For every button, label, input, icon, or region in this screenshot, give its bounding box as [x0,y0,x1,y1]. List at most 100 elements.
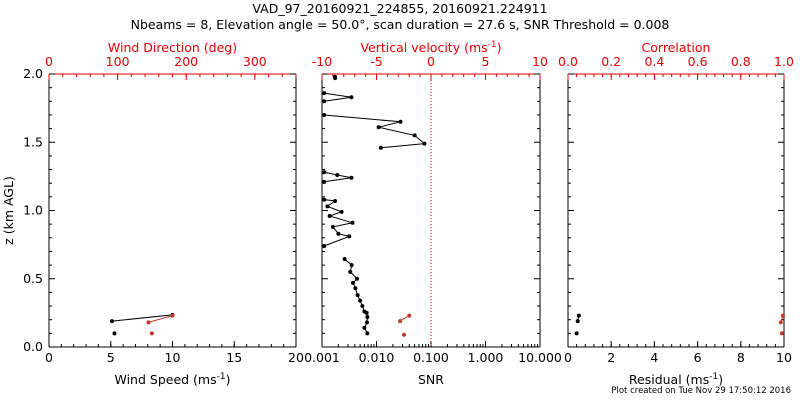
plot-created-footnote: Plot created on Tue Nov 29 17:50:12 2016 [611,386,791,396]
correlation-point [780,313,785,318]
snr-point [364,310,369,315]
snr-point [342,256,347,261]
vertical-velocity-point [333,76,338,81]
velocity-snr-panel-top-tick-label: 5 [482,54,490,69]
correlation-panel-x-tick-label: 2 [607,350,615,365]
vertical-velocity-point [322,197,327,202]
wind-direction-point [149,331,154,336]
snr-point [349,263,354,268]
wind-speed-line [111,314,173,322]
wind-panel-y-tick-label: 2.0 [23,66,43,81]
vertical-velocity-point [336,231,341,236]
vertical-velocity-point [322,112,327,117]
vertical-velocity-line [324,114,426,149]
residual-point [576,313,581,318]
figure-subtitle: Nbeams = 8, Elevation angle = 50.0°, sca… [130,17,670,32]
velocity-snr-panel-top-tick-label: 10 [532,54,548,69]
correlation-point [779,331,784,336]
correlation-panel-x-label: Residual (ms-1) [629,372,723,387]
vertical-velocity-point [422,141,427,146]
velocity-snr-panel-top-tick-label: 0 [427,54,435,69]
snr-point [360,304,365,309]
snr-point [365,314,370,319]
snr-point [365,331,370,336]
vertical-velocity-point [325,204,330,209]
vertical-velocity-line [324,92,352,102]
wind-panel-top-tick-label: 200 [174,54,198,69]
velocity-snr-panel-top-tick-label: -5 [370,54,382,69]
correlation-panel-x-tick-label: 6 [694,350,702,365]
wind-panel-top-tick-label: 0 [45,54,53,69]
snr-point [350,280,355,285]
vertical-velocity-point [333,198,338,203]
wind-panel-x-label: Wind Speed (ms-1) [115,372,231,387]
vertical-velocity-line [324,171,352,183]
wind-panel-top-label: Wind Direction (deg) [108,40,237,55]
vertical-velocity-point [339,209,344,214]
y-axis-label: z (km AGL) [1,176,16,245]
correlation-panel-top-tick-label: 0.0 [558,54,578,69]
vertical-velocity-point [327,213,332,218]
wind-panel-x-tick-label: 10 [165,350,181,365]
correlation-panel-x-tick-label: 10 [776,350,792,365]
velocity-snr-panel-x-tick-label: 0.001 [304,350,340,365]
vertical-velocity-point [322,179,327,184]
vertical-velocity-point [349,95,354,100]
correlation-panel-top-tick-label: 0.8 [731,54,751,69]
snr-point [355,276,360,281]
snr-point [353,286,358,291]
snr-wind-levels--point [402,332,407,337]
correlation-panel-x-tick-label: 8 [737,350,745,365]
snr-point [365,320,370,325]
vertical-velocity-point [347,234,352,239]
wind-panel-y-tick-label: 0.0 [23,339,43,354]
vertical-velocity-point [350,220,355,225]
correlation-panel-top-tick-label: 0.4 [644,54,664,69]
correlation-panel-top-tick-label: 1.0 [774,54,794,69]
snr-point [355,293,360,298]
wind-panel-top-tick-label: 100 [106,54,130,69]
residual-point [574,331,579,336]
figure-title: VAD_97_20160921_224855, 20160921.224911 [252,1,548,16]
velocity-snr-panel-top-tick-label: -10 [312,54,332,69]
velocity-snr-panel-x-tick-label: 0.010 [359,350,395,365]
wind-panel-y-tick-label: 0.5 [23,271,43,286]
velocity-snr-panel-top-label: Vertical velocity (ms-1) [360,40,501,55]
vertical-velocity-point [412,133,417,138]
velocity-snr-panel-x-tick-label: 1.000 [468,350,504,365]
wind-panel-y-tick-label: 1.0 [23,203,43,218]
wind-panel-top-tick-label: 300 [243,54,267,69]
correlation-panel-top-label: Correlation [642,40,711,55]
velocity-snr-panel-x-tick-label: 0.100 [413,350,449,365]
vertical-velocity-point [322,91,327,96]
vertical-velocity-line [324,199,353,247]
vertical-velocity-point [376,125,381,130]
wind-direction-line [148,315,173,323]
residual-point [575,319,580,324]
wind-panel-x-tick-label: 0 [45,350,53,365]
wind-panel-x-tick-label: 15 [226,350,242,365]
wind-speed-point [112,331,117,336]
correlation-point [778,320,783,325]
snr-point [362,325,367,330]
wind-panel-x-tick-label: 5 [107,350,115,365]
velocity-snr-panel-x-tick-label: 10.000 [518,350,562,365]
vertical-velocity-point [378,145,383,150]
vertical-velocity-point [322,243,327,248]
snr-point [358,298,363,303]
correlation-panel-top-tick-label: 0.2 [601,54,621,69]
vertical-velocity-point [322,99,327,104]
vertical-velocity-point [398,119,403,124]
snr-wind-levels--point [407,313,412,318]
vertical-velocity-point [322,170,327,175]
correlation-panel-x-tick-label: 4 [650,350,658,365]
vertical-velocity-point [349,175,354,180]
vertical-velocity-point [335,173,340,178]
correlation-panel-top-tick-label: 0.6 [688,54,708,69]
wind-speed-point [109,319,114,324]
wind-panel-x-tick-label: 20 [288,350,304,365]
correlation-panel-x-tick-label: 0 [564,350,572,365]
snr-point [348,269,353,274]
